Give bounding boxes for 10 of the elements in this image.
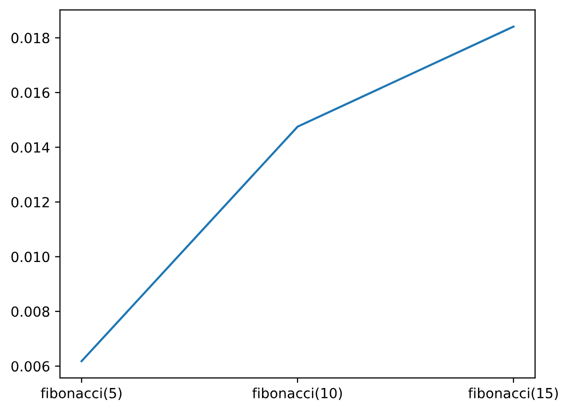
- y-tick-label: 0.012: [11, 196, 49, 208]
- y-tick-label: 0.018: [11, 32, 50, 44]
- y-tick-label: 0.006: [11, 361, 50, 372]
- x-tick-label: fibonacci(15): [468, 388, 558, 400]
- y-tick-label: 0.016: [11, 88, 50, 98]
- y-tick-label: 0.010: [11, 252, 50, 262]
- x-tick-label: fibonacci(10): [252, 388, 342, 400]
- y-tick-label: 0.014: [11, 142, 50, 153]
- x-tick-label: fibonacci(5): [40, 388, 122, 400]
- y-tick-label: 0.008: [11, 306, 50, 317]
